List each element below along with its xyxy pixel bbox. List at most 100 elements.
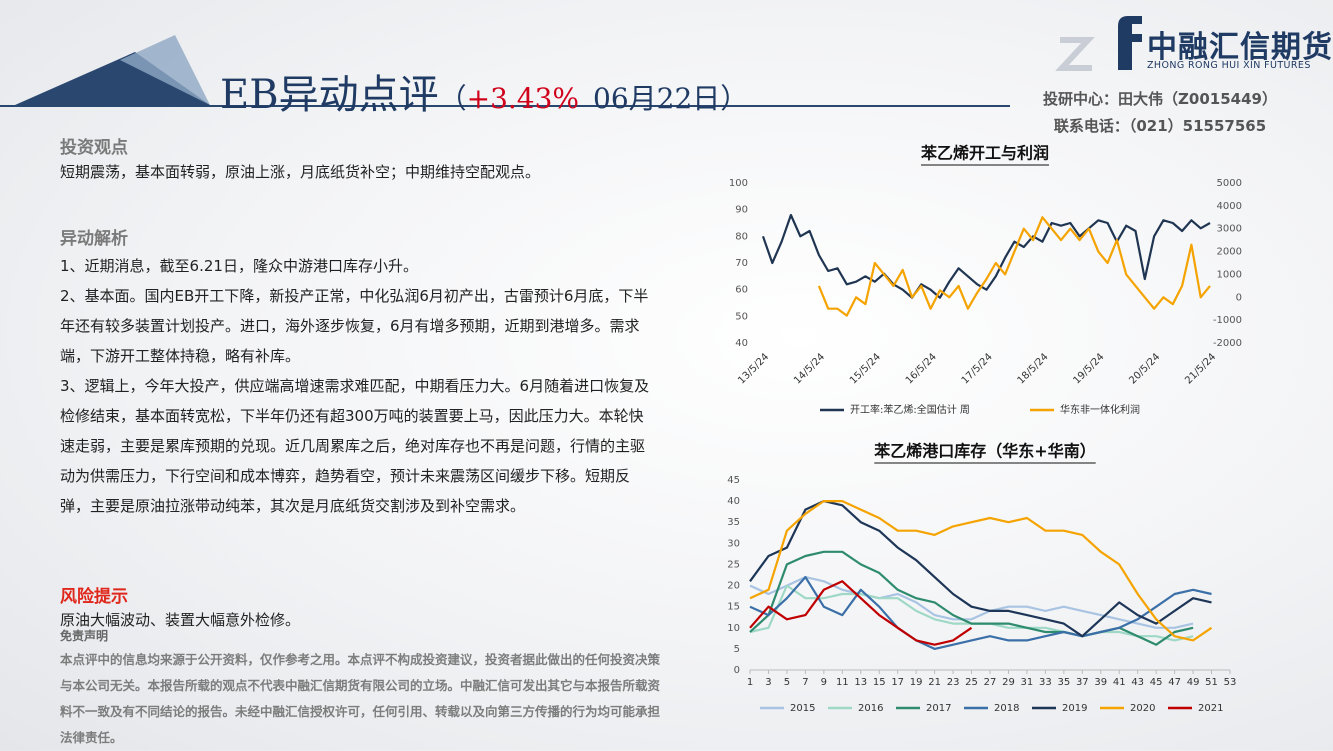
section-heading: 投资观点 — [60, 138, 128, 158]
x-tick-label: 35 — [1057, 677, 1070, 688]
x-tick-label: 33 — [1039, 677, 1052, 688]
title-date: 06月22日 — [593, 82, 721, 115]
x-tick-label: 43 — [1131, 677, 1144, 688]
y-tick-label: 80 — [735, 231, 748, 242]
x-tick-label: 7 — [802, 677, 808, 688]
x-tick-label: 49 — [1187, 677, 1200, 688]
paragraph: 1、近期消息，截至6.21日，隆众中游港口库存小升。 — [60, 257, 418, 275]
x-tick-label: 15 — [873, 677, 886, 688]
series-line — [761, 213, 1211, 299]
x-tick-label: 21 — [928, 677, 941, 688]
y2-tick-label: 1000 — [1217, 269, 1242, 280]
x-tick-label: 25 — [965, 677, 978, 688]
chart-title: 苯乙烯港口库存（华东+华南） — [873, 442, 1095, 461]
legend-label: 华东非一体化利润 — [1060, 403, 1140, 416]
y-tick-label: 25 — [727, 559, 740, 570]
x-tick-label: 37 — [1076, 677, 1089, 688]
y-tick-label: 35 — [727, 517, 740, 528]
legend-label: 2021 — [1198, 703, 1223, 714]
y-tick-label: 0 — [734, 665, 740, 676]
x-tick-label: 27 — [984, 677, 997, 688]
y-tick-label: 30 — [727, 538, 740, 549]
y-tick-label: 10 — [727, 623, 740, 634]
x-tick-label: 18/5/24 — [1016, 351, 1051, 386]
x-tick-label: 14/5/24 — [792, 351, 827, 386]
disclaimer-heading: 免责声明 — [60, 629, 109, 643]
x-tick-label: 15/5/24 — [848, 351, 883, 386]
logo-name: 中融汇信期货 — [1147, 30, 1333, 65]
legend-label: 2020 — [1130, 703, 1155, 714]
analyst: 投研中心：田大伟（Z0015449） — [1043, 90, 1277, 108]
y2-tick-label: 3000 — [1217, 224, 1242, 235]
y-tick-label: 5 — [734, 644, 740, 655]
paragraph: 3、逻辑上，今年大投产，供应端高增速需求难匹配，中期看压力大。6月随着进口恢复及… — [60, 377, 650, 515]
y2-tick-label: 2000 — [1217, 247, 1242, 258]
y2-tick-label: -1000 — [1213, 315, 1242, 326]
paragraph: 原油大幅波动、装置大幅意外检修。 — [60, 611, 301, 629]
y-tick-label: 50 — [735, 311, 748, 322]
y-tick-label: 45 — [727, 475, 740, 486]
title-paren: （ — [438, 82, 467, 115]
legend-label: 开工率:苯乙烯:全国估计 周 — [850, 403, 970, 416]
x-tick-label: 47 — [1168, 677, 1181, 688]
x-tick-label: 51 — [1205, 677, 1218, 688]
x-tick-label: 19/5/24 — [1071, 351, 1106, 386]
series-line — [749, 500, 1213, 642]
header-triangle — [15, 52, 210, 105]
x-tick-label: 9 — [821, 677, 827, 688]
x-tick-label: 16/5/24 — [904, 351, 939, 386]
x-tick-label: 3 — [765, 677, 771, 688]
chart: 苯乙烯开工与利润 40 50 60 70 80 90 100 -2000 -1000 0 1000 20… — [729, 144, 1242, 417]
y2-tick-label: 5000 — [1217, 178, 1242, 189]
y-tick-label: 100 — [729, 178, 748, 189]
logo-english: ZHONG RONG HUI XIN FUTURES — [1147, 60, 1311, 71]
x-tick-label: 19 — [910, 677, 923, 688]
x-tick-label: 13 — [854, 677, 867, 688]
y-tick-label: 70 — [735, 258, 748, 269]
x-tick-label: 31 — [1021, 677, 1034, 688]
legend-label: 2015 — [790, 703, 815, 714]
x-tick-label: 1 — [747, 677, 753, 688]
x-tick-label: 23 — [947, 677, 960, 688]
header-triangle — [120, 35, 210, 105]
paragraph: 2、基本面。国内EB开工下降，新投产正常，中化弘润6月初产出，古雷预计6月底，下… — [60, 287, 649, 365]
x-tick-label: 41 — [1113, 677, 1126, 688]
series-line — [817, 216, 1211, 317]
legend-label: 2018 — [994, 703, 1019, 714]
section-heading: 异动解析 — [60, 229, 128, 249]
section-heading: 风险提示 — [60, 587, 128, 607]
chart-title: 苯乙烯开工与利润 — [920, 144, 1049, 163]
x-tick-label: 5 — [784, 677, 790, 688]
series-line — [749, 576, 1212, 650]
phone: 联系电话：（021）51557565 — [1053, 117, 1267, 135]
series-line — [749, 576, 1194, 629]
y-tick-label: 40 — [735, 338, 748, 349]
y-tick-label: 20 — [727, 581, 740, 592]
title: EB异动点评（+3.43% 06月22日） — [220, 62, 748, 120]
x-tick-label: 11 — [836, 677, 849, 688]
series-line — [749, 580, 973, 646]
paragraph: 短期震荡，基本面转弱，原油上涨，月底纸货补空；中期维持空配观点。 — [60, 163, 541, 181]
x-tick-label: 20/5/24 — [1127, 351, 1162, 386]
legend-label: 2019 — [1062, 703, 1087, 714]
y-tick-label: 90 — [735, 205, 748, 216]
x-tick-label: 29 — [1002, 677, 1015, 688]
title-paren: ） — [720, 82, 749, 115]
y2-tick-label: -2000 — [1213, 338, 1242, 349]
logo-mark — [1118, 16, 1142, 70]
legend-label: 2016 — [858, 703, 883, 714]
x-tick-label: 21/5/24 — [1183, 351, 1218, 386]
y-tick-label: 40 — [727, 496, 740, 507]
x-tick-label: 17/5/24 — [960, 351, 995, 386]
x-tick-label: 53 — [1224, 677, 1237, 688]
y2-tick-label: 4000 — [1217, 201, 1242, 212]
title-text: EB异动点评 — [220, 72, 439, 118]
disclaimer: 本点评中的信息均来源于公开资料，仅作参考之用。本点评不构成投资建议，投资者据此做… — [60, 652, 661, 745]
y2-tick-label: 0 — [1236, 292, 1242, 303]
x-tick-label: 17 — [891, 677, 904, 688]
x-tick-label: 13/5/24 — [736, 351, 771, 386]
title-change: +3.43% — [466, 82, 580, 115]
